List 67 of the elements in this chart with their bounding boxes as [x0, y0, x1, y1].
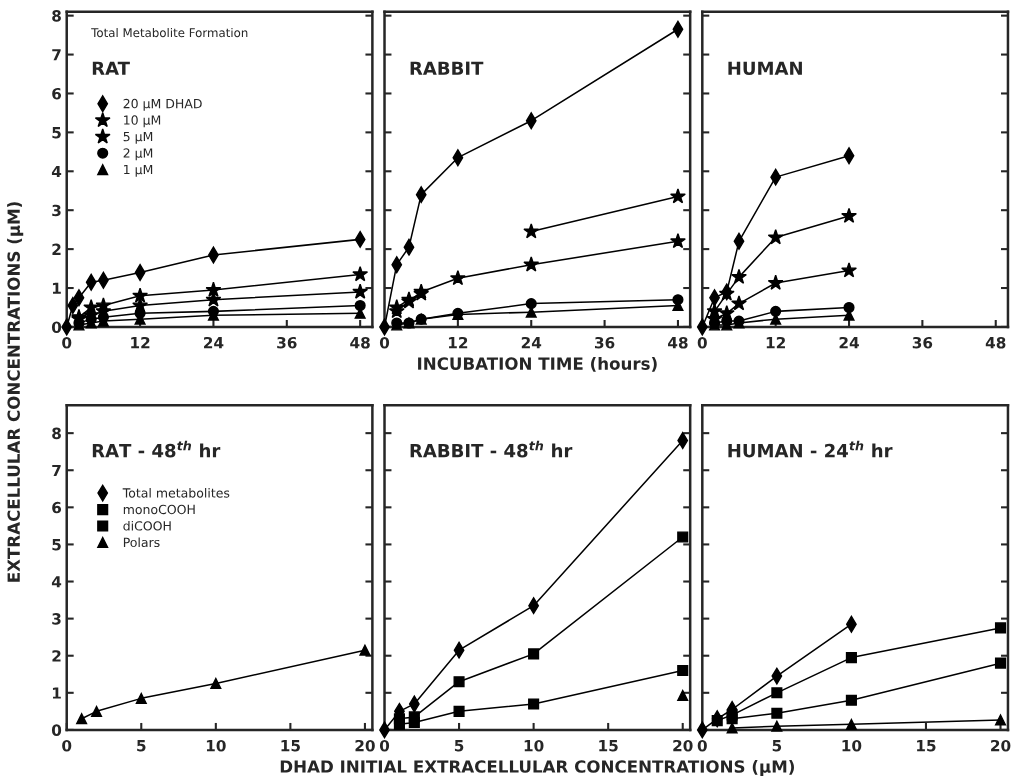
legend-label: 10 µM — [124, 115, 161, 128]
x-tick-label: 0 — [697, 336, 707, 349]
x-tick-label: 48 — [350, 336, 370, 349]
x-tick-label: 36 — [277, 336, 297, 349]
y-tick-label: 4 — [51, 576, 62, 588]
y-tick-label: 5 — [52, 127, 61, 139]
legend-label: 20 µM DHAD — [123, 98, 202, 111]
legend-label: monoCOOH — [123, 504, 195, 515]
y-tick-label: 4 — [51, 165, 62, 178]
x-axis-title: INCUBATION TIME (hours) — [418, 356, 657, 372]
y-tick-label: 7 — [52, 464, 61, 477]
x-tick-label: 24 — [204, 336, 224, 349]
y-tick-label: 7 — [52, 49, 61, 61]
text: RABBIT — [410, 61, 484, 75]
x-tick-label: 36 — [912, 336, 933, 349]
x-tick-label: 20 — [673, 739, 693, 752]
x-tick-label: 20 — [355, 739, 375, 752]
y-tick-label: 6 — [52, 87, 62, 100]
y-tick-label: 2 — [52, 243, 61, 255]
x-tick-label: 5 — [772, 740, 782, 752]
x-tick-label: 36 — [594, 336, 615, 349]
y-tick-label: 1 — [52, 282, 61, 294]
x-tick-label: 15 — [281, 740, 300, 752]
x-tick-label: 0 — [62, 739, 72, 752]
x-tick-label: 12 — [448, 336, 468, 349]
y-tick-label: 3 — [52, 613, 61, 625]
y-axis-title: EXTRACELLULAR CONCENTRATIONS (µM) — [7, 202, 24, 582]
x-axis-title: DHAD INITIAL EXTRACELLULAR CONCENTRATIONS (µM) — [280, 759, 794, 777]
x-tick-label: 24 — [839, 336, 859, 349]
x-tick-label: 24 — [521, 336, 542, 349]
legend-label: Polars — [123, 537, 160, 548]
x-tick-label: 15 — [599, 740, 618, 752]
x-tick-label: 0 — [697, 739, 707, 752]
text: HUMAN — [728, 61, 802, 76]
y-tick-label: 8 — [52, 427, 61, 440]
x-tick-label: 0 — [62, 336, 72, 349]
annotation: Total Metabolite Formation — [91, 28, 248, 38]
text: RABBIT - 48$^{th}$ hr — [410, 440, 573, 458]
legend-label: 2 µM — [123, 148, 153, 161]
text: HUMAN - 24$^{th}$ hr — [728, 440, 893, 458]
x-tick-label: 48 — [985, 336, 1006, 349]
legend-label: Total metabolites — [122, 487, 230, 498]
x-tick-label: 10 — [842, 739, 862, 752]
y-tick-label: 6 — [52, 501, 62, 514]
y-tick-label: 1 — [52, 687, 61, 699]
x-tick-label: 5 — [454, 740, 464, 752]
text: RAT — [92, 61, 130, 75]
y-tick-label: 3 — [52, 204, 61, 217]
x-tick-label: 12 — [131, 336, 150, 349]
legend-label: diCOOH — [123, 520, 171, 531]
legend-label: 5 µM — [123, 131, 153, 144]
y-tick-label: 0 — [51, 724, 62, 736]
y-tick-label: 8 — [52, 10, 61, 22]
x-tick-label: 5 — [137, 740, 146, 752]
y-tick-label: 5 — [52, 539, 61, 551]
x-tick-label: 15 — [917, 740, 936, 752]
legend-label: 1 µM — [124, 164, 153, 177]
x-tick-label: 10 — [206, 739, 226, 752]
x-tick-label: 20 — [991, 739, 1011, 752]
x-tick-label: 10 — [524, 739, 544, 752]
x-tick-label: 12 — [766, 336, 785, 349]
x-tick-label: 48 — [668, 336, 688, 349]
y-tick-label: 2 — [52, 650, 61, 662]
x-tick-label: 0 — [379, 739, 390, 752]
x-tick-label: 0 — [379, 336, 390, 349]
text: RAT - 48$^{th}$ hr — [92, 440, 221, 458]
y-tick-label: 0 — [51, 321, 62, 333]
